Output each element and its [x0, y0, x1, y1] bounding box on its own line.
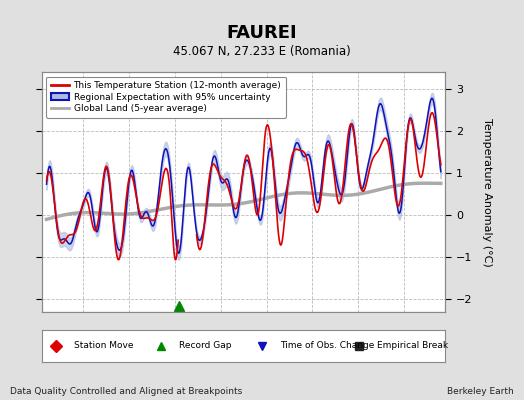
Legend: This Temperature Station (12-month average), Regional Expectation with 95% uncer: This Temperature Station (12-month avera… — [47, 76, 286, 118]
Text: Record Gap: Record Gap — [179, 342, 232, 350]
Text: Empirical Break: Empirical Break — [377, 342, 448, 350]
Text: Station Move: Station Move — [74, 342, 134, 350]
Text: 45.067 N, 27.233 E (Romania): 45.067 N, 27.233 E (Romania) — [173, 45, 351, 58]
Y-axis label: Temperature Anomaly (°C): Temperature Anomaly (°C) — [482, 118, 492, 266]
Text: Berkeley Earth: Berkeley Earth — [447, 387, 514, 396]
Text: FAUREI: FAUREI — [227, 24, 297, 42]
Text: Data Quality Controlled and Aligned at Breakpoints: Data Quality Controlled and Aligned at B… — [10, 387, 243, 396]
Text: Time of Obs. Change: Time of Obs. Change — [280, 342, 374, 350]
